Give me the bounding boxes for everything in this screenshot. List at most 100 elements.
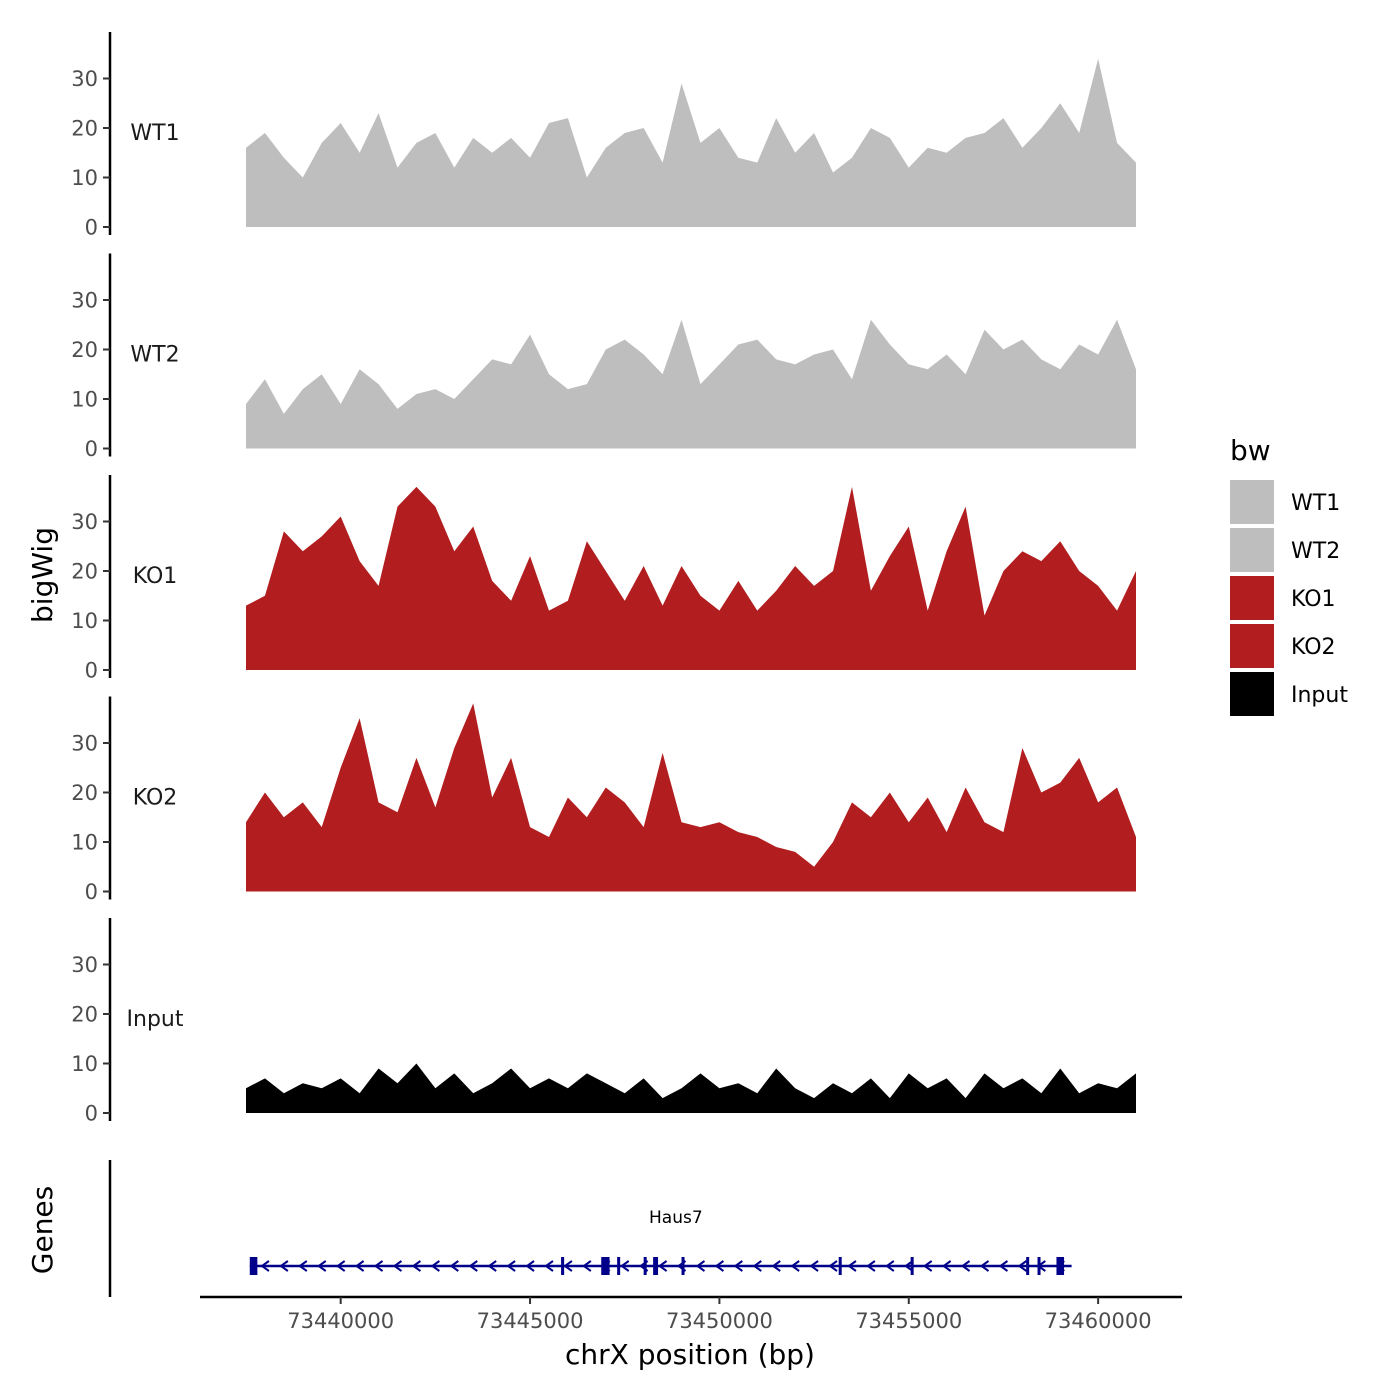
strand-arrow [847,1260,857,1272]
strand-arrow [960,1260,971,1272]
strand-arrow [354,1260,365,1272]
gene-label-haus7: Haus7 [649,1208,703,1228]
strand-arrow [335,1260,346,1272]
strand-arrow [922,1260,933,1272]
strand-arrow [298,1260,308,1272]
y-tick-label-30: 30 [71,953,98,977]
coverage-area-input [246,1063,1136,1113]
strand-arrow [449,1260,459,1272]
strand-arrow [828,1260,838,1272]
gene-exon-2 [561,1257,565,1275]
y-tick-label-20: 20 [71,117,98,141]
gene-exon-3 [601,1257,610,1275]
strand-arrow [487,1260,497,1272]
gene-exon-8 [838,1257,842,1275]
strand-arrow [752,1260,762,1272]
x-tick-label-73455000: 73455000 [855,1309,962,1333]
track-label-ko2: KO2 [133,785,178,810]
legend-key-wt2 [1230,528,1274,572]
legend-label-wt1: WT1 [1291,491,1340,516]
legend-label-ko2: KO2 [1291,635,1336,660]
track-label-wt2: WT2 [130,342,179,367]
y-tick-label-30: 30 [71,67,98,91]
gene-exon-4 [617,1257,621,1275]
coverage-area-ko1 [246,486,1136,670]
legend-label-ko1: KO1 [1291,587,1336,612]
strand-arrow [733,1260,743,1272]
y-tick-label-20: 20 [71,1003,98,1027]
strand-arrow [941,1260,952,1272]
strand-arrow [279,1260,289,1272]
y-tick-label-10: 10 [71,388,98,412]
legend-key-ko2 [1230,624,1274,668]
y-axis-title: bigWig [26,527,59,623]
strand-arrow [620,1260,630,1272]
coverage-area-ko2 [246,703,1136,892]
track-label-input: Input [127,1007,184,1032]
gene-exon-9 [910,1257,914,1275]
genes-axis-title: Genes [26,1186,59,1274]
legend: WT1 WT2 KO1 KO2 Input [1230,480,1348,716]
y-tick-label-30: 30 [71,289,98,313]
x-tick-label-73460000: 73460000 [1045,1309,1152,1333]
y-tick-label-20: 20 [71,781,98,805]
strand-arrow [695,1260,706,1272]
y-tick-label-10: 10 [71,1052,98,1076]
strand-arrow [544,1260,554,1272]
y-tick-label-30: 30 [71,510,98,534]
gene-exon-10 [1026,1257,1030,1275]
y-tick-label-0: 0 [85,1102,98,1126]
x-tick-label-73445000: 73445000 [477,1309,584,1333]
strand-arrow [904,1260,914,1272]
coverage-area-wt2 [246,319,1136,449]
legend-title: bw [1230,434,1271,467]
gene-exon-7 [681,1257,685,1275]
genes-track: Haus7 [108,1160,1072,1297]
gene-exon-5 [643,1257,647,1275]
gene-exon-12 [1056,1257,1065,1275]
gene-exon-1 [249,1257,258,1275]
y-tick-label-10: 10 [71,166,98,190]
strand-arrow [411,1260,422,1272]
strand-arrow [657,1260,668,1272]
strand-arrow [1017,1260,1027,1272]
strand-arrow [317,1260,327,1272]
y-tick-label-30: 30 [71,732,98,756]
y-tick-label-10: 10 [71,609,98,633]
strand-arrow [392,1260,403,1272]
x-tick-label-73440000: 73440000 [287,1309,394,1333]
strand-arrow [866,1260,876,1272]
x-tick-label-73450000: 73450000 [666,1309,773,1333]
y-tick-label-0: 0 [85,216,98,240]
y-tick-label-0: 0 [85,659,98,683]
strand-arrow [506,1260,516,1272]
strand-arrow [260,1260,270,1272]
track-label-wt1: WT1 [130,121,179,146]
strand-arrow [525,1260,535,1272]
coverage-area-wt1 [246,58,1136,228]
legend-key-input [1230,672,1274,716]
strand-arrow [998,1260,1009,1272]
x-axis: 73440000 73445000 73450000 73455000 73460000 [200,1295,1182,1333]
strand-arrow [563,1260,573,1272]
legend-key-wt1 [1230,480,1274,524]
strand-arrow [809,1260,819,1272]
strand-arrow [430,1260,440,1272]
strand-arrow [714,1260,724,1272]
strand-arrow [885,1260,895,1272]
bigwig-tracks: 0 10 20 30 WT1 0 10 20 30 WT2 0 10 20 30 KO1 0 10 20 30 KO2… [71,32,1136,1126]
track-label-ko1: KO1 [133,564,178,589]
strand-arrow [373,1260,384,1272]
strand-arrow [582,1260,592,1272]
x-axis-title: chrX position (bp) [565,1338,815,1371]
legend-key-ko1 [1230,576,1274,620]
strand-arrow [468,1260,478,1272]
legend-label-wt2: WT2 [1291,539,1340,564]
y-tick-label-20: 20 [71,560,98,584]
y-tick-label-0: 0 [85,437,98,461]
y-tick-label-10: 10 [71,831,98,855]
strand-arrow [790,1260,800,1272]
gene-exon-11 [1037,1257,1041,1275]
gene-exon-6 [653,1257,659,1275]
